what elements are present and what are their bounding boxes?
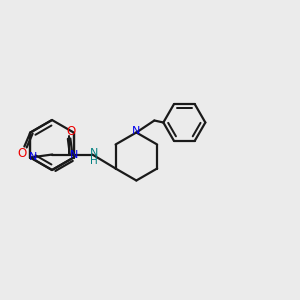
Text: N: N — [70, 151, 78, 160]
Text: O: O — [18, 147, 27, 160]
Text: O: O — [67, 125, 76, 138]
Text: N: N — [132, 125, 140, 136]
Text: H: H — [91, 157, 98, 166]
Text: N: N — [90, 148, 98, 158]
Text: N: N — [29, 152, 38, 163]
